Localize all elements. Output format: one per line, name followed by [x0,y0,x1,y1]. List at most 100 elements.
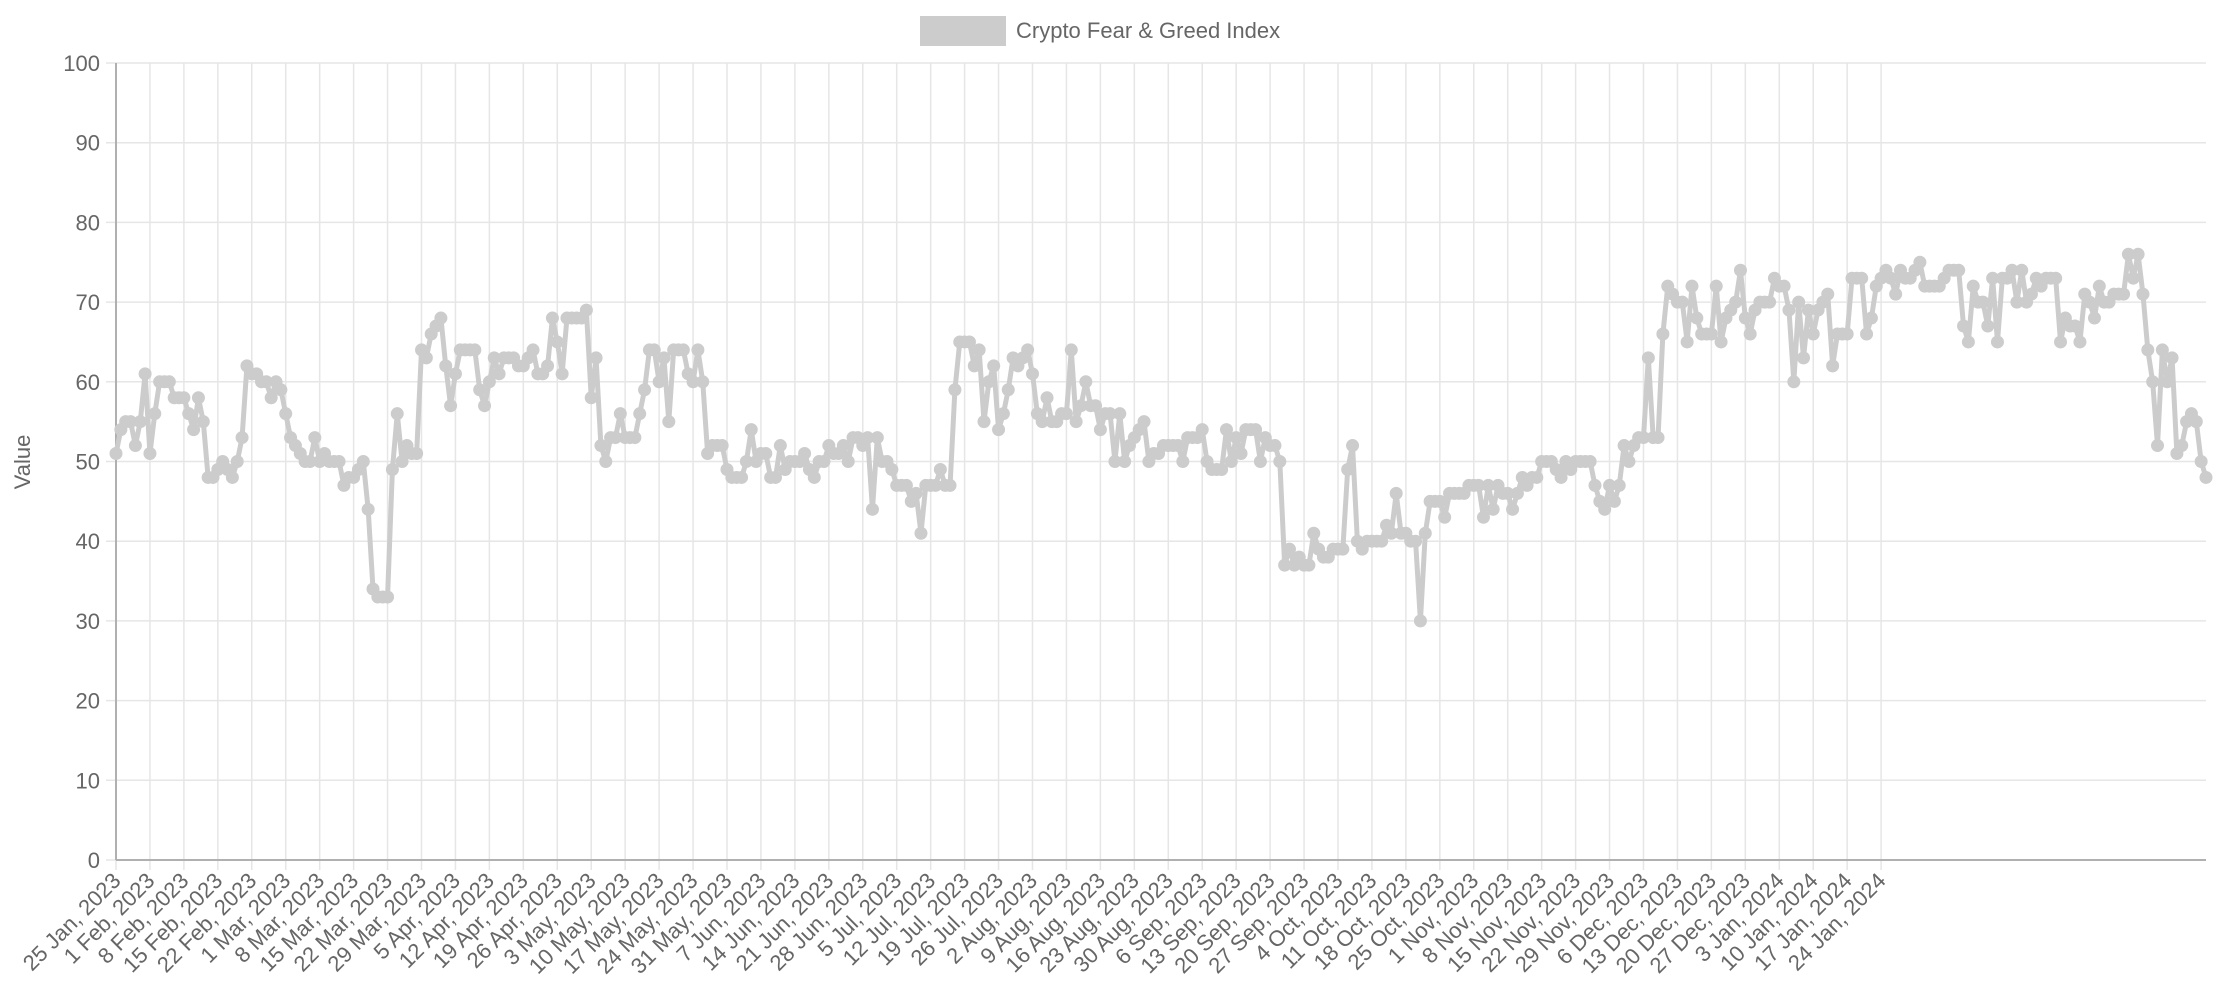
data-point [128,439,142,453]
data-point [2068,319,2082,333]
data-point [1069,415,1083,429]
data-point [526,343,540,357]
data-point [177,391,191,405]
data-point [1612,478,1626,492]
data-point [2117,287,2131,301]
data-point [492,367,506,381]
y-tick-label: 0 [88,848,100,873]
data-point [1506,502,1520,516]
data-point [691,343,705,357]
data-point [899,478,913,492]
data-point [1704,327,1718,341]
data-point [1840,327,1854,341]
data-point [191,391,205,405]
y-tick-label: 90 [76,131,100,156]
data-point [2024,287,2038,301]
data-point [647,343,661,357]
series-line [113,251,2209,624]
data-point [1981,319,1995,333]
data-point [885,462,899,476]
data-point [162,375,176,389]
data-point [613,407,627,421]
data-point [1224,455,1238,468]
data-point [836,439,850,453]
data-point [992,423,1006,437]
data-point [1743,327,1757,341]
data-point [1738,311,1752,325]
data-point [1651,431,1665,445]
data-point [1782,303,1796,317]
data-point [395,455,409,468]
data-point [633,407,647,421]
data-point [1826,359,1840,373]
data-point [662,415,676,429]
data-point [1889,287,1903,301]
data-point [1413,614,1427,628]
data-point [444,399,458,413]
data-point [657,351,671,365]
y-tick-label: 50 [76,450,100,475]
data-point [948,383,962,397]
data-point [841,455,855,468]
data-point [434,311,448,325]
data-point [1215,462,1229,476]
data-point [1021,343,1035,357]
data-point [1990,335,2004,349]
data-point [2092,279,2106,293]
data-point [264,391,278,405]
data-point [1064,343,1078,357]
data-point [2160,375,2174,389]
data-point [982,375,996,389]
data-point [361,502,375,516]
data-point [1302,558,1316,572]
data-point [773,439,787,453]
data-point [1607,494,1621,508]
data-point [1656,327,1670,341]
data-point [1137,415,1151,429]
data-point [308,431,322,445]
data-point [1409,534,1423,548]
data-point [1171,439,1185,453]
y-tick-label: 30 [76,609,100,634]
data-point [584,391,598,405]
y-tick-label: 80 [76,210,100,235]
data-point [1641,351,1655,365]
data-point [478,399,492,413]
data-point [735,470,749,484]
data-point [2126,271,2140,285]
y-tick-label: 60 [76,370,100,395]
chart-grid [106,62,2206,870]
chart-legend[interactable]: Crypto Fear & Greed Index [920,16,1280,46]
data-point [1966,279,1980,293]
data-point [1118,455,1132,468]
data-point [381,590,395,604]
data-point [1855,271,1869,285]
data-point [419,351,433,365]
data-point [1598,502,1612,516]
data-point [798,447,812,461]
data-point [2083,295,2097,309]
data-point [148,407,162,421]
data-point [943,478,957,492]
data-point [987,359,1001,373]
data-point [696,375,710,389]
data-point [1001,383,1015,397]
data-point [1714,335,1728,349]
data-point [1583,455,1597,468]
data-point [2073,335,2087,349]
data-point [410,447,424,461]
data-point [448,367,462,381]
data-point [1059,407,1073,421]
data-point [1486,502,1500,516]
data-point [768,470,782,484]
data-point [182,407,196,421]
data-point [1346,439,1360,453]
data-point [1763,295,1777,309]
data-point [1229,431,1243,445]
data-point [1588,478,1602,492]
data-point [1389,486,1403,500]
series-layer [109,247,2213,628]
data-point [235,431,249,445]
data-point [1913,255,1927,269]
data-point [143,447,157,461]
